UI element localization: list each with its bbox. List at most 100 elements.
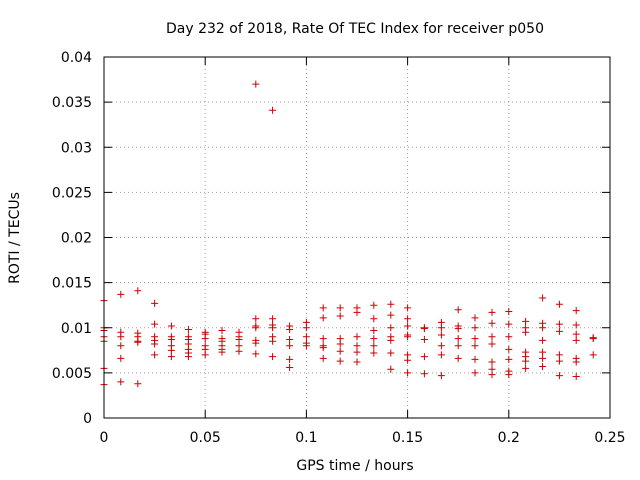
data-point [286,363,294,371]
data-point [522,357,530,365]
grid-lines [104,57,610,418]
data-point [286,342,294,350]
data-point [572,307,580,315]
data-point [269,106,277,114]
data-point [454,306,462,314]
data-point [437,324,445,332]
data-point [370,301,378,309]
data-point [302,324,310,332]
data-point [286,355,294,363]
data-point [589,335,597,343]
y-tick-label: 0.03 [61,140,92,156]
data-point [269,324,277,332]
data-point [488,358,496,366]
data-point [184,326,192,334]
data-point [555,351,563,359]
data-point [420,353,428,361]
data-point [437,342,445,350]
data-point [353,308,361,316]
data-point [252,324,260,332]
data-point [286,335,294,343]
data-point [454,342,462,350]
data-point [117,333,125,341]
data-point [151,320,159,328]
x-tick-label: 0.15 [392,430,423,446]
data-point [353,333,361,341]
data-point [252,339,260,347]
data-point [437,372,445,380]
data-point [522,364,530,372]
data-point [235,335,243,343]
data-point [572,358,580,366]
data-point [336,357,344,365]
data-point [353,358,361,366]
data-point [505,345,513,353]
data-point [420,335,428,343]
data-point [437,331,445,339]
data-point [319,335,327,343]
data-point [117,378,125,386]
y-tick-label: 0.025 [52,185,92,201]
data-point [488,371,496,379]
data-point [471,369,479,377]
data-point [404,356,412,364]
data-point [539,294,547,302]
data-point [471,355,479,363]
data-point [387,311,395,319]
data-point [319,344,327,352]
data-point [252,80,260,88]
data-point [555,327,563,335]
data-point [218,326,226,334]
data-point [505,355,513,363]
data-point [269,315,277,323]
data-point [404,333,412,341]
data-point [336,347,344,355]
data-point [404,315,412,323]
y-tick-label: 0.015 [52,276,92,292]
data-point [167,322,175,330]
data-point [404,322,412,330]
data-point [336,304,344,312]
data-point [572,330,580,338]
data-point [269,353,277,361]
data-point [522,328,530,336]
data-point [488,308,496,316]
data-point [539,336,547,344]
y-tick-label: 0.02 [61,231,92,247]
data-point [420,370,428,378]
axis-ticks [103,56,611,419]
data-point [505,320,513,328]
data-point [370,349,378,357]
y-tick-label: 0.005 [52,366,92,382]
data-point [353,348,361,356]
data-point [454,354,462,362]
data-point [471,314,479,322]
data-point [353,342,361,350]
y-axis-label: ROTI / TECUs [7,192,23,284]
data-point [471,342,479,350]
data-point [201,351,209,359]
data-point [319,304,327,312]
data-point [252,350,260,358]
data-point [252,315,260,323]
data-point [151,299,159,307]
data-point [387,349,395,357]
data-point [454,325,462,333]
data-point [370,342,378,350]
data-point [404,304,412,312]
x-tick-label: 0.2 [498,430,520,446]
x-tick-label: 0.25 [594,430,625,446]
chart-title: Day 232 of 2018, Rate Of TEC Index for r… [166,21,544,37]
data-point [387,365,395,373]
data-point [387,300,395,308]
data-point [134,338,142,346]
data-point [471,324,479,332]
data-point [167,335,175,343]
data-point [336,340,344,348]
data-point [404,369,412,377]
x-tick-label: 0.1 [295,430,317,446]
data-point [387,324,395,332]
data-point [572,372,580,380]
